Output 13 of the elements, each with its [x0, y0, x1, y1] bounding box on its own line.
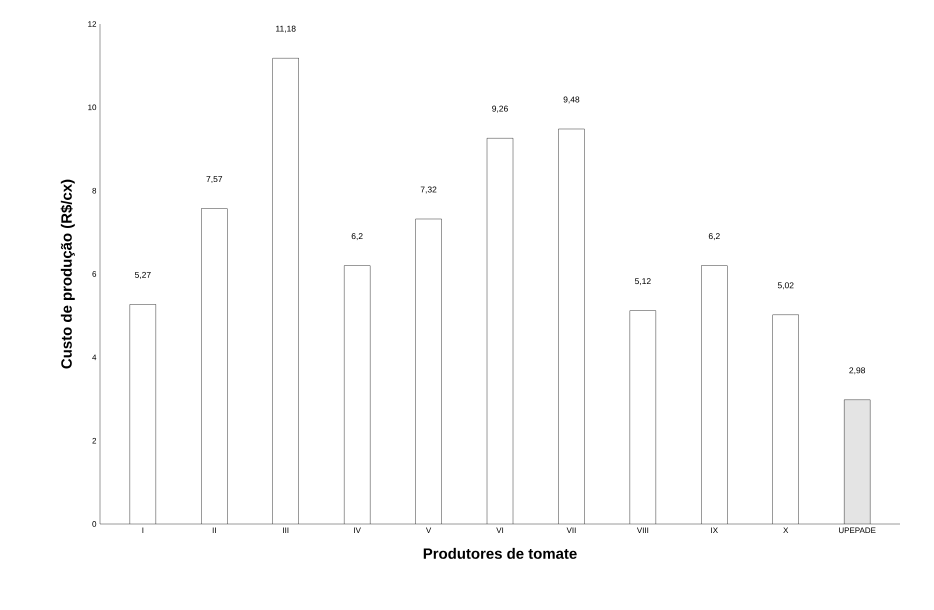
data-label: 5,27 [134, 272, 151, 279]
data-label: 5,12 [634, 278, 651, 286]
data-label: 7,32 [420, 186, 436, 194]
y-axis-title: Custo de produção (R$/cx) [60, 180, 75, 368]
x-axis-title: Produtores de tomate [424, 548, 577, 559]
data-label: 11,18 [276, 26, 296, 33]
data-label: 2,98 [849, 367, 866, 374]
data-label: 5,02 [778, 282, 794, 290]
data-label: 9,48 [564, 96, 580, 104]
data-label: 7,57 [206, 176, 222, 184]
data-label: 9,26 [492, 106, 508, 113]
data-label: 6,2 [352, 233, 363, 240]
data-label: 6,2 [708, 233, 720, 240]
